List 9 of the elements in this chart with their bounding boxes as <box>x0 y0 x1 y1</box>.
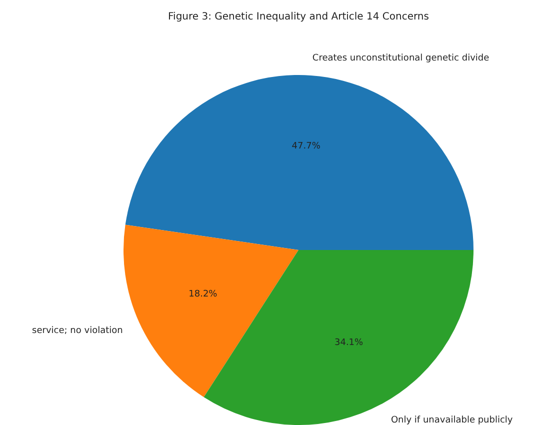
slice-label: Creates unconstitutional genetic divide <box>312 54 490 64</box>
slice-label: Only if unavailable publicly <box>390 415 514 425</box>
data-label: 18.2% <box>188 290 218 300</box>
data-label: 34.1% <box>334 338 364 348</box>
pie-slice <box>124 224 298 398</box>
data-label: 47.7% <box>292 141 321 152</box>
pie-slice <box>125 75 474 250</box>
slice-label: service; no violation <box>32 326 123 336</box>
chart-title: Figure 3: Genetic Inequality and Article 14 Concerns <box>168 12 429 23</box>
